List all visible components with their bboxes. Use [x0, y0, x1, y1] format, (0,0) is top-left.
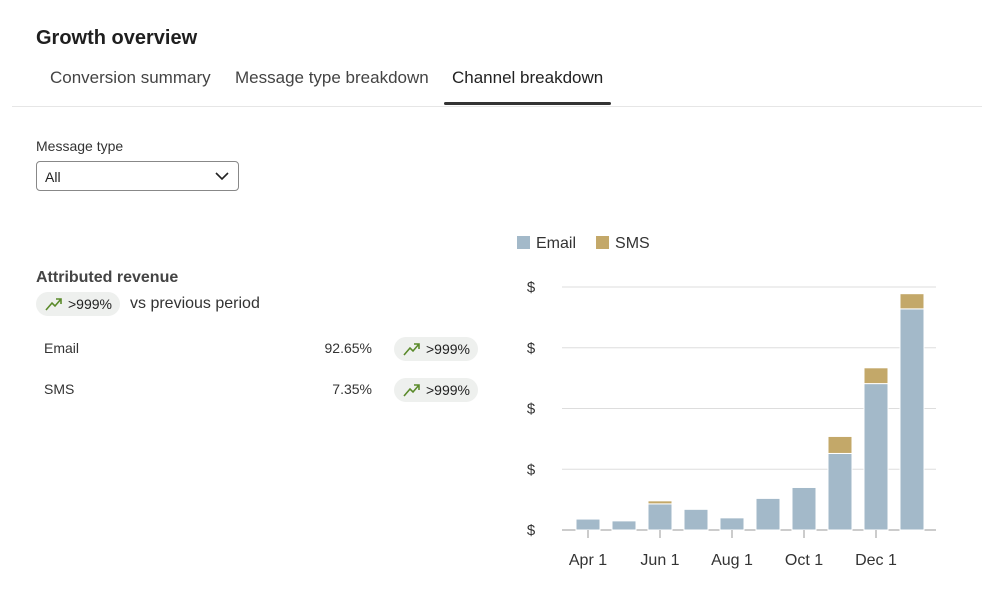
badge-text: >999%: [426, 382, 470, 398]
bar-segment: [647, 503, 673, 531]
legend-label: Email: [536, 235, 576, 252]
trend-badge: >999%: [394, 378, 478, 402]
bar-segment: [827, 452, 853, 531]
x-tick-label: Dec 1: [855, 552, 897, 569]
bar-segment: [863, 383, 889, 531]
bar-segment: [863, 367, 889, 385]
y-tick-label: $: [527, 279, 536, 296]
bar-segment: [611, 520, 637, 531]
x-tick-label: Apr 1: [569, 552, 607, 569]
comparison-text: vs previous period: [130, 295, 260, 312]
y-tick-label: $: [527, 461, 536, 478]
x-tick-label: Jun 1: [640, 552, 679, 569]
row-share: 92.65%: [324, 340, 372, 356]
bar-segment: [647, 500, 673, 505]
x-tick-label: Aug 1: [711, 552, 753, 569]
tab[interactable]: Message type breakdown: [235, 68, 429, 87]
trend-icon: [45, 298, 62, 311]
trend-badge: >999%: [36, 292, 120, 316]
legend-label: SMS: [615, 235, 650, 252]
filter-label: Message type: [36, 138, 124, 154]
tab[interactable]: Conversion summary: [50, 68, 211, 87]
row-share: 7.35%: [332, 381, 372, 397]
bar-segment: [683, 508, 709, 531]
row-name: SMS: [44, 381, 75, 397]
legend-swatch: [517, 236, 530, 249]
select[interactable]: All: [36, 161, 239, 191]
badge-text: >999%: [68, 296, 112, 312]
page-title: Growth overview: [36, 27, 198, 49]
section-title: Attributed revenue: [36, 269, 179, 286]
divider: [12, 106, 982, 107]
trend-icon: [403, 343, 420, 356]
bar-segment: [575, 518, 601, 531]
row-name: Email: [44, 340, 80, 356]
bar-segment: [899, 308, 925, 531]
legend-swatch: [596, 236, 610, 249]
y-tick-label: $: [527, 401, 536, 418]
bar-segment: [791, 486, 817, 531]
select-value: All: [45, 169, 61, 185]
bar-segment: [755, 497, 781, 531]
chevron: [215, 172, 229, 181]
x-tick-label: Oct 1: [785, 552, 823, 569]
bar-segment: [899, 293, 925, 310]
y-tick-label: $: [527, 340, 536, 357]
tab[interactable]: Channel breakdown: [452, 68, 604, 87]
y-tick-label: $: [527, 522, 536, 539]
bar-segment: [719, 517, 745, 531]
tab-indicator: [444, 102, 611, 105]
bar-segment: [827, 435, 853, 454]
trend-badge: >999%: [394, 337, 478, 361]
trend-icon: [403, 384, 420, 397]
badge-text: >999%: [426, 341, 470, 357]
